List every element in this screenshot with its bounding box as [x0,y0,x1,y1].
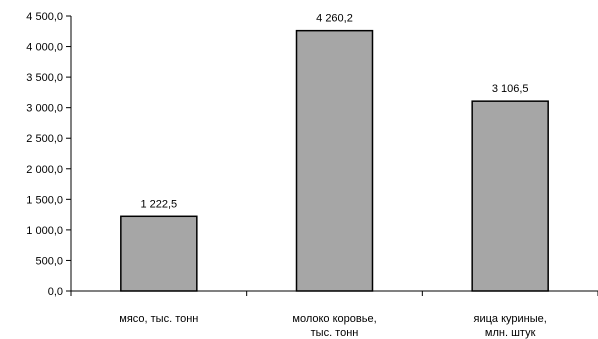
bar [471,100,549,292]
category-label: яица куриные, [474,313,547,325]
data-label: 3 106,5 [492,83,529,95]
data-label: 4 260,2 [316,13,353,25]
bar [120,215,198,292]
category-labels: мясо, тыс. тонн молоко коровье, тыс. тонн я… [119,313,547,339]
y-tick-label: 4 000,0 [26,42,63,54]
category-label: мясо, тыс. тонн [119,313,198,325]
category-label: млн. штук [485,327,536,339]
x-axis-ticks [70,291,598,296]
category-label: молоко коровье, [292,313,376,325]
y-tick-label: 4 500,0 [26,11,63,23]
y-tick-label: 1 500,0 [26,194,63,206]
y-tick-label: 1 000,0 [26,225,63,237]
data-label: 1 222,5 [140,198,177,210]
y-tick-label: 0,0 [48,286,63,298]
bars [120,29,549,292]
y-tick-label: 3 500,0 [26,72,63,84]
y-tick-label: 2 500,0 [26,133,63,145]
data-labels: 1 222,5 4 260,2 3 106,5 [140,13,528,211]
y-tick-label: 2 000,0 [26,164,63,176]
category-label: тыс. тонн [311,327,359,339]
y-axis-ticks: 0,0 500,0 1 000,0 1 500,0 2 000,0 2 500,0 3 00… [26,11,71,298]
y-tick-label: 3 000,0 [26,103,63,115]
bar [295,29,374,292]
y-tick-label: 500,0 [35,255,63,267]
